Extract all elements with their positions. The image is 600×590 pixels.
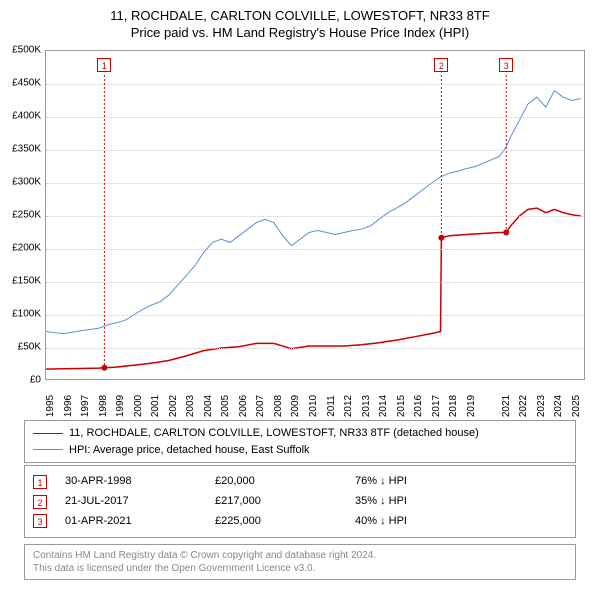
legend-label: 11, ROCHDALE, CARLTON COLVILLE, LOWESTOF…: [69, 425, 479, 442]
x-tick-label: 2024: [553, 395, 564, 417]
transaction-price: £225,000: [215, 512, 355, 532]
x-tick-label: 2011: [326, 395, 337, 417]
chart-plot-area: 1 2 3: [45, 50, 585, 380]
y-tick-label: £350K: [12, 144, 41, 155]
series-hpi: [46, 91, 581, 334]
marker-label-1: 1: [97, 58, 111, 72]
attribution-line-1: Contains HM Land Registry data © Crown c…: [33, 549, 567, 562]
x-tick-label: 1997: [80, 395, 91, 417]
marker-dot-1: [101, 365, 107, 371]
legend-swatch: [33, 449, 63, 450]
x-tick-label: 2017: [431, 395, 442, 417]
x-tick-label: 2001: [150, 395, 161, 417]
x-tick-label: 2007: [255, 395, 266, 417]
gridline: [46, 216, 584, 217]
transactions-table: 1 30-APR-1998£20,00076% ↓ HPI 2 21-JUL-2017…: [24, 465, 576, 538]
legend-swatch: [33, 433, 63, 434]
marker-label-3: 3: [499, 58, 513, 72]
legend-item: HPI: Average price, detached house, East…: [33, 442, 567, 459]
x-tick-label: 2014: [378, 395, 389, 417]
transaction-diff: 40% ↓ HPI: [355, 512, 407, 532]
legend: 11, ROCHDALE, CARLTON COLVILLE, LOWESTOF…: [24, 420, 576, 463]
transaction-date: 21-JUL-2017: [65, 492, 215, 512]
series-price_paid: [46, 208, 581, 369]
transaction-marker: 1: [33, 475, 47, 489]
y-tick-label: £50K: [18, 342, 41, 353]
x-tick-label: 2022: [518, 395, 529, 417]
x-tick-label: 2006: [238, 395, 249, 417]
transaction-date: 30-APR-1998: [65, 472, 215, 492]
x-tick-label: 2023: [536, 395, 547, 417]
x-tick-label: 1996: [63, 395, 74, 417]
legend-label: HPI: Average price, detached house, East…: [69, 442, 310, 459]
x-tick-label: 2002: [168, 395, 179, 417]
transaction-row: 3 01-APR-2021£225,00040% ↓ HPI: [33, 512, 567, 532]
x-tick-label: 2000: [133, 395, 144, 417]
transaction-row: 1 30-APR-1998£20,00076% ↓ HPI: [33, 472, 567, 492]
y-tick-label: £150K: [12, 276, 41, 287]
y-tick-label: £200K: [12, 243, 41, 254]
marker-dot-3: [503, 230, 509, 236]
x-tick-label: 2003: [185, 395, 196, 417]
x-tick-label: 2021: [501, 395, 512, 417]
x-tick-label: 2008: [273, 395, 284, 417]
title-line-2: Price paid vs. HM Land Registry's House …: [0, 25, 600, 42]
gridline: [46, 183, 584, 184]
gridline: [46, 249, 584, 250]
marker-label-2: 2: [434, 58, 448, 72]
x-tick-label: 2019: [466, 395, 477, 417]
x-tick-label: 2010: [308, 395, 319, 417]
gridline: [46, 84, 584, 85]
x-tick-label: 2012: [343, 395, 354, 417]
gridline: [46, 150, 584, 151]
x-tick-label: 2013: [361, 395, 372, 417]
transaction-marker: 3: [33, 514, 47, 528]
transaction-diff: 76% ↓ HPI: [355, 472, 407, 492]
marker-dot-2: [438, 235, 444, 241]
y-tick-label: £300K: [12, 177, 41, 188]
chart-title-block: 11, ROCHDALE, CARLTON COLVILLE, LOWESTOF…: [0, 0, 600, 42]
legend-item: 11, ROCHDALE, CARLTON COLVILLE, LOWESTOF…: [33, 425, 567, 442]
gridline: [46, 348, 584, 349]
y-tick-label: £250K: [12, 210, 41, 221]
y-tick-label: £500K: [12, 45, 41, 56]
attribution-line-2: This data is licensed under the Open Gov…: [33, 562, 567, 575]
transaction-price: £217,000: [215, 492, 355, 512]
x-tick-label: 2005: [220, 395, 231, 417]
chart-svg: [46, 51, 584, 379]
transaction-diff: 35% ↓ HPI: [355, 492, 407, 512]
x-tick-label: 1999: [115, 395, 126, 417]
y-tick-label: £400K: [12, 111, 41, 122]
transaction-row: 2 21-JUL-2017£217,00035% ↓ HPI: [33, 492, 567, 512]
attribution: Contains HM Land Registry data © Crown c…: [24, 544, 576, 580]
x-tick-label: 2025: [571, 395, 582, 417]
x-tick-label: 2009: [290, 395, 301, 417]
x-tick-label: 2016: [413, 395, 424, 417]
gridline: [46, 315, 584, 316]
transaction-price: £20,000: [215, 472, 355, 492]
x-tick-label: 2015: [396, 395, 407, 417]
gridline: [46, 282, 584, 283]
x-tick-label: 1995: [45, 395, 56, 417]
x-tick-label: 1998: [98, 395, 109, 417]
x-tick-label: 2018: [448, 395, 459, 417]
y-tick-label: £450K: [12, 78, 41, 89]
y-tick-label: £100K: [12, 309, 41, 320]
y-axis: £0£50K£100K£150K£200K£250K£300K£350K£400…: [0, 50, 43, 380]
transaction-date: 01-APR-2021: [65, 512, 215, 532]
transaction-marker: 2: [33, 495, 47, 509]
x-axis: 1995199619971998199920002001200220032004…: [45, 382, 585, 412]
title-line-1: 11, ROCHDALE, CARLTON COLVILLE, LOWESTOF…: [0, 8, 600, 25]
x-tick-label: 2004: [203, 395, 214, 417]
y-tick-label: £0: [30, 375, 41, 386]
gridline: [46, 117, 584, 118]
